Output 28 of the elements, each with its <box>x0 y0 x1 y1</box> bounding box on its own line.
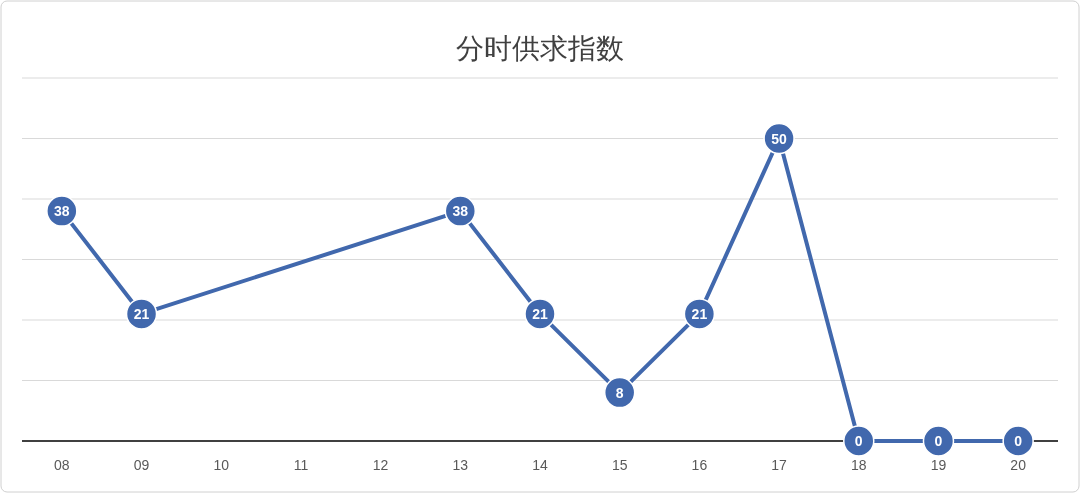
chart-title: 分时供求指数 <box>456 32 624 65</box>
x-tick-label: 17 <box>771 457 788 473</box>
x-tick-label: 12 <box>372 457 389 473</box>
data-label: 21 <box>532 305 548 322</box>
data-label: 50 <box>771 130 788 147</box>
x-tick-label: 09 <box>133 457 150 473</box>
point <box>922 425 955 457</box>
data-label: 21 <box>691 305 708 322</box>
x-tick-label: 08 <box>54 457 70 473</box>
x-tick-label: 20 <box>1010 457 1027 473</box>
data-label: 0 <box>934 433 943 449</box>
x-tick-label: 11 <box>293 457 309 473</box>
data-label: 38 <box>452 203 469 220</box>
point <box>843 425 875 457</box>
x-tick-label: 18 <box>850 457 867 473</box>
data-label: 0 <box>1014 433 1023 449</box>
data-label: 21 <box>133 305 150 322</box>
x-tick-label: 14 <box>532 457 548 473</box>
x-tick-label: 16 <box>691 457 708 473</box>
data-label: 0 <box>854 433 863 449</box>
data-label: 8 <box>615 384 624 401</box>
data-label: 38 <box>54 203 70 220</box>
x-tick-label: 19 <box>930 457 947 473</box>
point <box>1002 425 1034 457</box>
x-tick-label: 13 <box>452 457 469 473</box>
point <box>603 376 636 409</box>
x-tick-label: 15 <box>611 457 628 473</box>
x-tick-label: 10 <box>213 457 230 473</box>
